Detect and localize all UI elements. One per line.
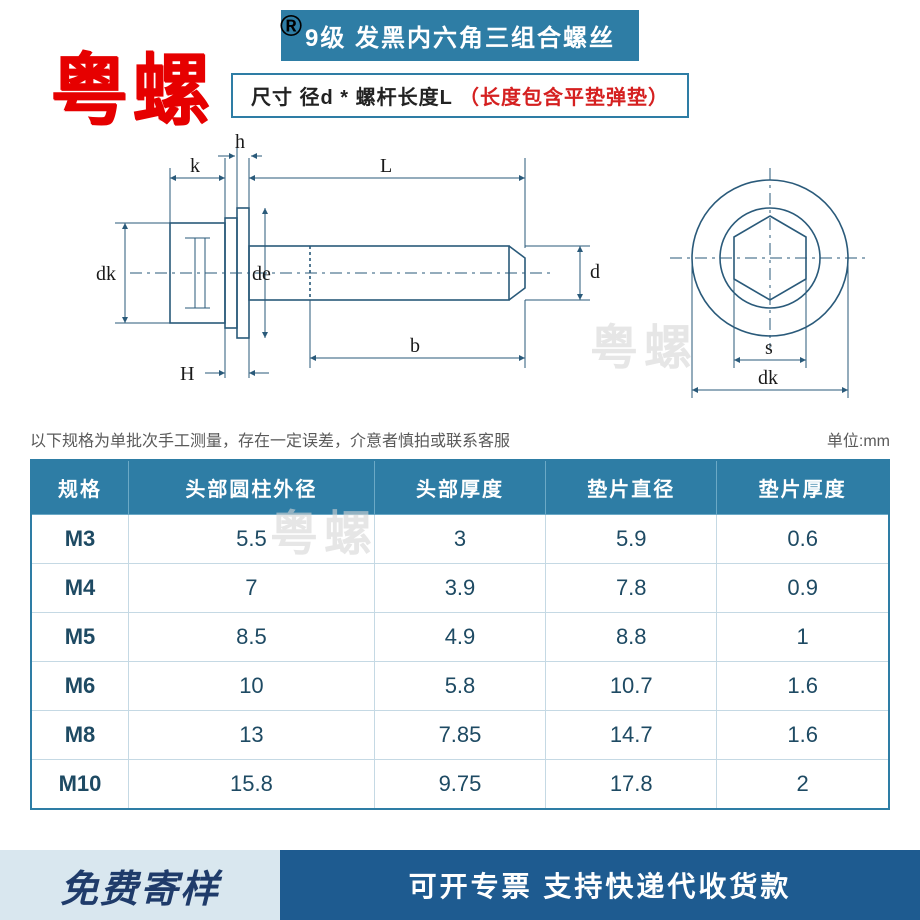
table-cell: 7.85 — [374, 711, 545, 760]
dim-h: h — [235, 131, 245, 153]
table-header: 头部厚度 — [374, 460, 545, 515]
table-cell: 2 — [717, 760, 889, 810]
table-cell: 3 — [374, 515, 545, 564]
table-cell: M8 — [31, 711, 129, 760]
dim-d: d — [590, 261, 600, 283]
screw-diagram-svg: k h L dk de d H b s dk — [30, 128, 890, 423]
bottom-banner: 免费寄样 可开专票 支持快递代收货款 — [0, 850, 920, 920]
subtitle-main: 尺寸 径d * 螺杆长度L — [251, 87, 453, 109]
table-cell: 1 — [717, 613, 889, 662]
table-cell: M3 — [31, 515, 129, 564]
table-row: M1015.89.7517.82 — [31, 760, 889, 810]
table-cell: 3.9 — [374, 564, 545, 613]
table-cell: 5.9 — [546, 515, 717, 564]
note-row: 以下规格为单批次手工测量，存在一定误差，介意者慎拍或联系客服 单位:mm — [30, 427, 890, 451]
dim-dk-right: dk — [758, 367, 778, 389]
table-row: M58.54.98.81 — [31, 613, 889, 662]
table-header: 垫片厚度 — [717, 460, 889, 515]
table-cell: M6 — [31, 662, 129, 711]
banner-left: 免费寄样 — [0, 850, 280, 920]
ghost-watermark-1: 粤螺 — [590, 308, 698, 378]
table-cell: M4 — [31, 564, 129, 613]
table-cell: 10 — [129, 662, 375, 711]
table-cell: 7.8 — [546, 564, 717, 613]
registered-symbol: ® — [280, 10, 302, 44]
dim-H: H — [180, 363, 194, 385]
dim-b: b — [410, 335, 420, 357]
brand-watermark: 粤螺 — [50, 28, 214, 140]
subtitle-box: 尺寸 径d * 螺杆长度L （长度包含平垫弹垫） — [231, 73, 689, 118]
table-cell: 0.9 — [717, 564, 889, 613]
table-cell: 9.75 — [374, 760, 545, 810]
table-row: M8137.8514.71.6 — [31, 711, 889, 760]
table-header: 规格 — [31, 460, 129, 515]
dim-de: de — [252, 263, 271, 285]
table-cell: 1.6 — [717, 662, 889, 711]
table-cell: 4.9 — [374, 613, 545, 662]
table-cell: 15.8 — [129, 760, 375, 810]
table-cell: 8.8 — [546, 613, 717, 662]
ghost-watermark-2: 粤螺 — [270, 494, 378, 564]
table-row: M473.97.80.9 — [31, 564, 889, 613]
table-cell: M5 — [31, 613, 129, 662]
table-row: M6105.810.71.6 — [31, 662, 889, 711]
table-cell: 5.8 — [374, 662, 545, 711]
dim-k: k — [190, 155, 200, 177]
table-header: 垫片直径 — [546, 460, 717, 515]
dim-dk-left: dk — [96, 263, 116, 285]
dim-L: L — [380, 155, 392, 177]
dim-s: s — [765, 337, 773, 359]
table-cell: 13 — [129, 711, 375, 760]
note-left: 以下规格为单批次手工测量，存在一定误差，介意者慎拍或联系客服 — [30, 427, 510, 451]
subtitle-note: （长度包含平垫弹垫） — [459, 87, 669, 109]
table-cell: 8.5 — [129, 613, 375, 662]
table-cell: 14.7 — [546, 711, 717, 760]
spec-table: 规格头部圆柱外径头部厚度垫片直径垫片厚度 M35.535.90.6M473.97… — [30, 459, 890, 810]
table-cell: 10.7 — [546, 662, 717, 711]
table-cell: 1.6 — [717, 711, 889, 760]
note-right: 单位:mm — [827, 427, 890, 451]
table-row: M35.535.90.6 — [31, 515, 889, 564]
table-cell: 7 — [129, 564, 375, 613]
page-title: 9级 发黑内六角三组合螺丝 — [281, 10, 639, 61]
table-cell: 0.6 — [717, 515, 889, 564]
table-cell: M10 — [31, 760, 129, 810]
technical-diagram: 粤螺 — [30, 128, 890, 423]
banner-right: 可开专票 支持快递代收货款 — [280, 850, 920, 920]
table-cell: 17.8 — [546, 760, 717, 810]
